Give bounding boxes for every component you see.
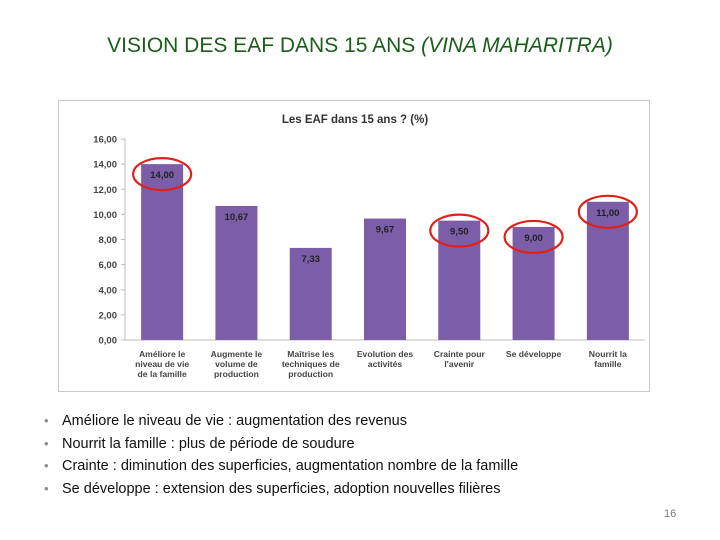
bullet-item: • Crainte : diminution des superficies, a… (44, 455, 518, 478)
data-label: 11,00 (596, 208, 619, 219)
bar (364, 218, 406, 340)
highlight-circle (503, 219, 564, 255)
highlight-circle (577, 194, 638, 229)
x-tick-label: techniques de (282, 359, 340, 369)
bar (586, 201, 629, 340)
bullet-text: Améliore le niveau de vie : augmentation… (62, 413, 407, 429)
y-tick-label: 16,00 (93, 135, 117, 146)
x-tick-label: Se développe (506, 349, 562, 359)
bullet-text: Crainte : diminution des superficies, au… (62, 458, 519, 474)
x-tick-label: production (288, 369, 333, 379)
bullet-item: • Nourrit la famille : plus de période de… (44, 433, 518, 456)
bullet-item: • Améliore le niveau de vie : augmentatio… (44, 410, 518, 433)
y-tick-label: 10,00 (93, 210, 117, 221)
chart-frame: Les EAF dans 15 ans ? (%) 0,00 2,00 4,00 6,0… (58, 100, 650, 392)
highlight-circle (132, 157, 193, 192)
bar (141, 164, 184, 340)
data-label: 9,67 (376, 225, 395, 236)
bar (289, 247, 332, 340)
x-tick-label: Améliore le (139, 349, 186, 359)
y-tick-label: 12,00 (93, 185, 117, 196)
data-label: 9,00 (524, 233, 543, 244)
slide-title-main: VISION DES EAF DANS 15 ANS (107, 34, 422, 57)
bullet-dot-icon: • (44, 480, 49, 496)
x-tick-label: Nourrit la (589, 349, 627, 359)
slide-title: VISION DES EAF DANS 15 ANS (VINA MAHARIT… (0, 34, 720, 58)
bar (438, 220, 481, 340)
bar (512, 226, 555, 340)
x-tick-label: l'avenir (444, 359, 474, 369)
bullet-dot-icon: • (44, 413, 49, 428)
bar-chart: Les EAF dans 15 ans ? (%) 0,00 2,00 4,00 6,0… (93, 114, 645, 379)
bullet-dot-icon: • (44, 458, 49, 473)
bullet-item: • Se développe : extension des superficie… (44, 478, 518, 501)
bullet-text: Nourrit la famille : plus de période de … (62, 435, 355, 452)
x-tick-label: Maîtrise les (287, 349, 334, 359)
page-number: 16 (664, 508, 677, 520)
data-label: 7,33 (301, 254, 320, 265)
bullet-text: Se développe : extension des superficies… (62, 480, 501, 497)
y-tick-label: 2,00 (99, 310, 118, 321)
x-tick-label: niveau de vie (135, 359, 189, 369)
x-tick-label: famille (594, 359, 621, 369)
y-tick-label: 6,00 (99, 260, 118, 271)
x-tick-label: de la famille (138, 369, 187, 379)
bullet-dot-icon: • (44, 435, 49, 451)
y-tick-label: 14,00 (93, 160, 117, 171)
bar (215, 205, 258, 340)
bullet-list: • Améliore le niveau de vie : augmentatio… (44, 410, 518, 500)
x-tick-label: activités (368, 359, 403, 369)
data-label: 10,67 (225, 212, 249, 223)
data-label: 14,00 (150, 170, 174, 181)
y-tick-label: 8,00 (99, 235, 118, 246)
x-tick-label: volume de (215, 359, 258, 369)
y-tick-label: 0,00 (99, 336, 118, 347)
chart-title: Les EAF dans 15 ans ? (%) (282, 114, 429, 126)
slide-title-italic: (VINA MAHARITRA) (421, 34, 613, 57)
x-tick-label: Crainte pour (434, 349, 486, 359)
x-tick-label: Augmente le (211, 349, 263, 359)
x-tick-label: Evolution des (357, 349, 414, 359)
y-tick-label: 4,00 (99, 285, 118, 296)
data-label: 9,50 (450, 227, 469, 238)
x-tick-label: production (214, 369, 259, 379)
highlight-circle (429, 213, 490, 248)
